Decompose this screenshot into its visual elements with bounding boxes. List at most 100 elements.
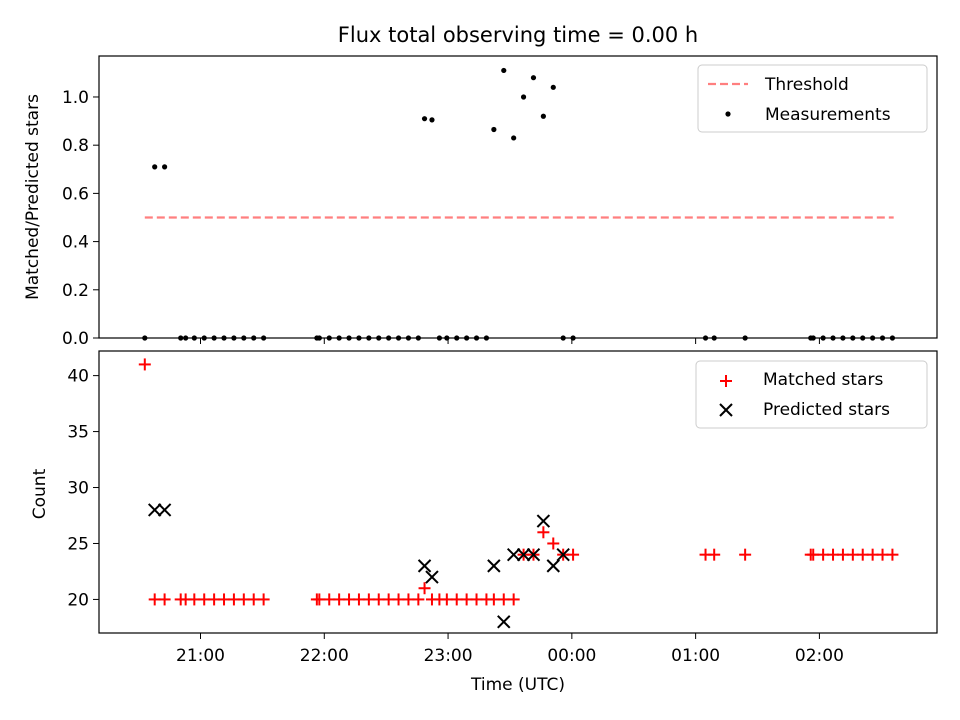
legend-measurements-label: Measurements: [765, 105, 891, 125]
measurement-point: [889, 335, 896, 341]
top-legend-box: [697, 64, 928, 133]
legend-predicted-label: Predicted stars: [763, 400, 890, 420]
measurement-point: [405, 335, 412, 341]
measurement-point: [386, 335, 392, 341]
measurement-point: [464, 335, 470, 341]
measurement-point: [261, 335, 267, 341]
measurement-point: [530, 75, 537, 81]
y-tick-label: 25: [67, 534, 89, 554]
measurement-point: [211, 335, 217, 341]
matched-star-point: [257, 593, 270, 606]
measurement-point: [201, 335, 207, 341]
predicted-star-point: [487, 559, 501, 573]
measurement-point: [511, 135, 517, 141]
predicted-star-point: [516, 547, 531, 562]
y-tick-label: 35: [67, 423, 89, 443]
top-legend: Threshold Measurements: [697, 64, 928, 133]
predicted-star-point: [536, 514, 551, 528]
measurement-point: [178, 335, 184, 341]
bottom-panel-x-axis: 21:00 22:00 23:00 00:00 01:00 02:00: [176, 633, 844, 666]
matched-star-point: [158, 593, 171, 606]
measurement-point: [241, 335, 247, 341]
x-axis-label: Time (UTC): [470, 675, 565, 695]
measurement-point: [436, 335, 442, 341]
measurement-point: [850, 335, 856, 341]
measurement-point: [860, 335, 866, 341]
predicted-star-point: [147, 503, 162, 517]
measurement-point: [560, 335, 566, 341]
matched-star-point: [412, 593, 425, 606]
measurement-point: [183, 335, 189, 341]
y-tick-label: 0.8: [62, 136, 89, 156]
measurement-point: [376, 335, 382, 341]
measurement-point: [520, 94, 527, 100]
legend-threshold-label: Threshold: [764, 75, 849, 95]
measurement-point: [326, 335, 332, 341]
predicted-star-point: [526, 547, 541, 562]
measurement-point: [221, 335, 227, 341]
top-panel-frame: [98, 55, 938, 339]
predicted-star-point: [157, 503, 172, 517]
predicted-star-point: [497, 615, 511, 629]
measurement-point: [191, 335, 197, 341]
y-tick-label: 0.2: [62, 281, 89, 301]
bottom-y-axis-label: Count: [30, 468, 50, 519]
legend-matched-swatch: [720, 375, 732, 387]
bottom-panel-frame: [98, 350, 938, 634]
measurement-point: [444, 335, 450, 341]
measurement-point: [336, 335, 342, 341]
legend-matched-label: Matched stars: [763, 370, 883, 390]
measurement-point: [879, 335, 886, 341]
measurement-point: [429, 117, 435, 123]
matched-star-point: [138, 358, 151, 371]
measurement-point: [711, 335, 717, 341]
predicted-star-point: [425, 570, 439, 584]
measurement-point: [395, 335, 402, 341]
x-tick-label: 21:00: [176, 646, 225, 666]
x-tick-label: 02:00: [795, 646, 844, 666]
y-tick-label: 20: [67, 590, 89, 610]
matched-star-point: [418, 582, 431, 595]
legend-measurements-swatch: [725, 111, 731, 117]
y-tick-label: 0.0: [62, 329, 89, 349]
top-panel-x-ticks: [200, 338, 820, 344]
x-tick-label: 00:00: [547, 646, 596, 666]
measurement-point: [251, 335, 257, 341]
measurement-point: [415, 335, 421, 341]
predicted-star-point: [417, 559, 432, 573]
y-tick-label: 30: [67, 479, 89, 499]
measurement-point: [356, 335, 362, 341]
measurement-point: [142, 335, 148, 341]
predicted-star-point: [546, 559, 560, 573]
top-panel-y-axis: 0.0 0.2 0.4 0.6 0.8 1.0: [62, 88, 99, 349]
matched-star-point: [567, 548, 580, 561]
measurement-point: [421, 116, 428, 122]
y-tick-label: 40: [67, 367, 89, 387]
measurement-point: [870, 335, 876, 341]
measurement-point: [162, 164, 168, 170]
x-tick-label: 01:00: [671, 646, 720, 666]
matched-star-point: [708, 548, 721, 561]
measurement-point: [491, 126, 497, 133]
predicted-star-point: [506, 547, 521, 562]
bottom-panel-y-axis: 20 25 30 35 40: [67, 367, 99, 610]
measurement-point: [231, 335, 237, 341]
bottom-legend-box: [695, 360, 928, 429]
matched-star-point: [537, 526, 550, 539]
measurement-point: [830, 335, 836, 341]
x-tick-label: 23:00: [424, 646, 473, 666]
x-tick-label: 22:00: [300, 646, 349, 666]
matched-star-point: [739, 548, 752, 561]
matched-star-point: [507, 593, 520, 606]
measurement-point: [152, 164, 158, 170]
bottom-panel-plot: [138, 358, 899, 629]
measurement-point: [570, 335, 576, 341]
measurement-point: [483, 335, 490, 341]
measurement-point: [550, 84, 556, 90]
measurement-point: [840, 335, 846, 341]
y-tick-label: 1.0: [62, 88, 89, 108]
measurement-point: [501, 67, 507, 74]
measurement-point: [316, 335, 322, 341]
measurement-point: [473, 335, 480, 341]
measurement-point: [540, 113, 546, 119]
